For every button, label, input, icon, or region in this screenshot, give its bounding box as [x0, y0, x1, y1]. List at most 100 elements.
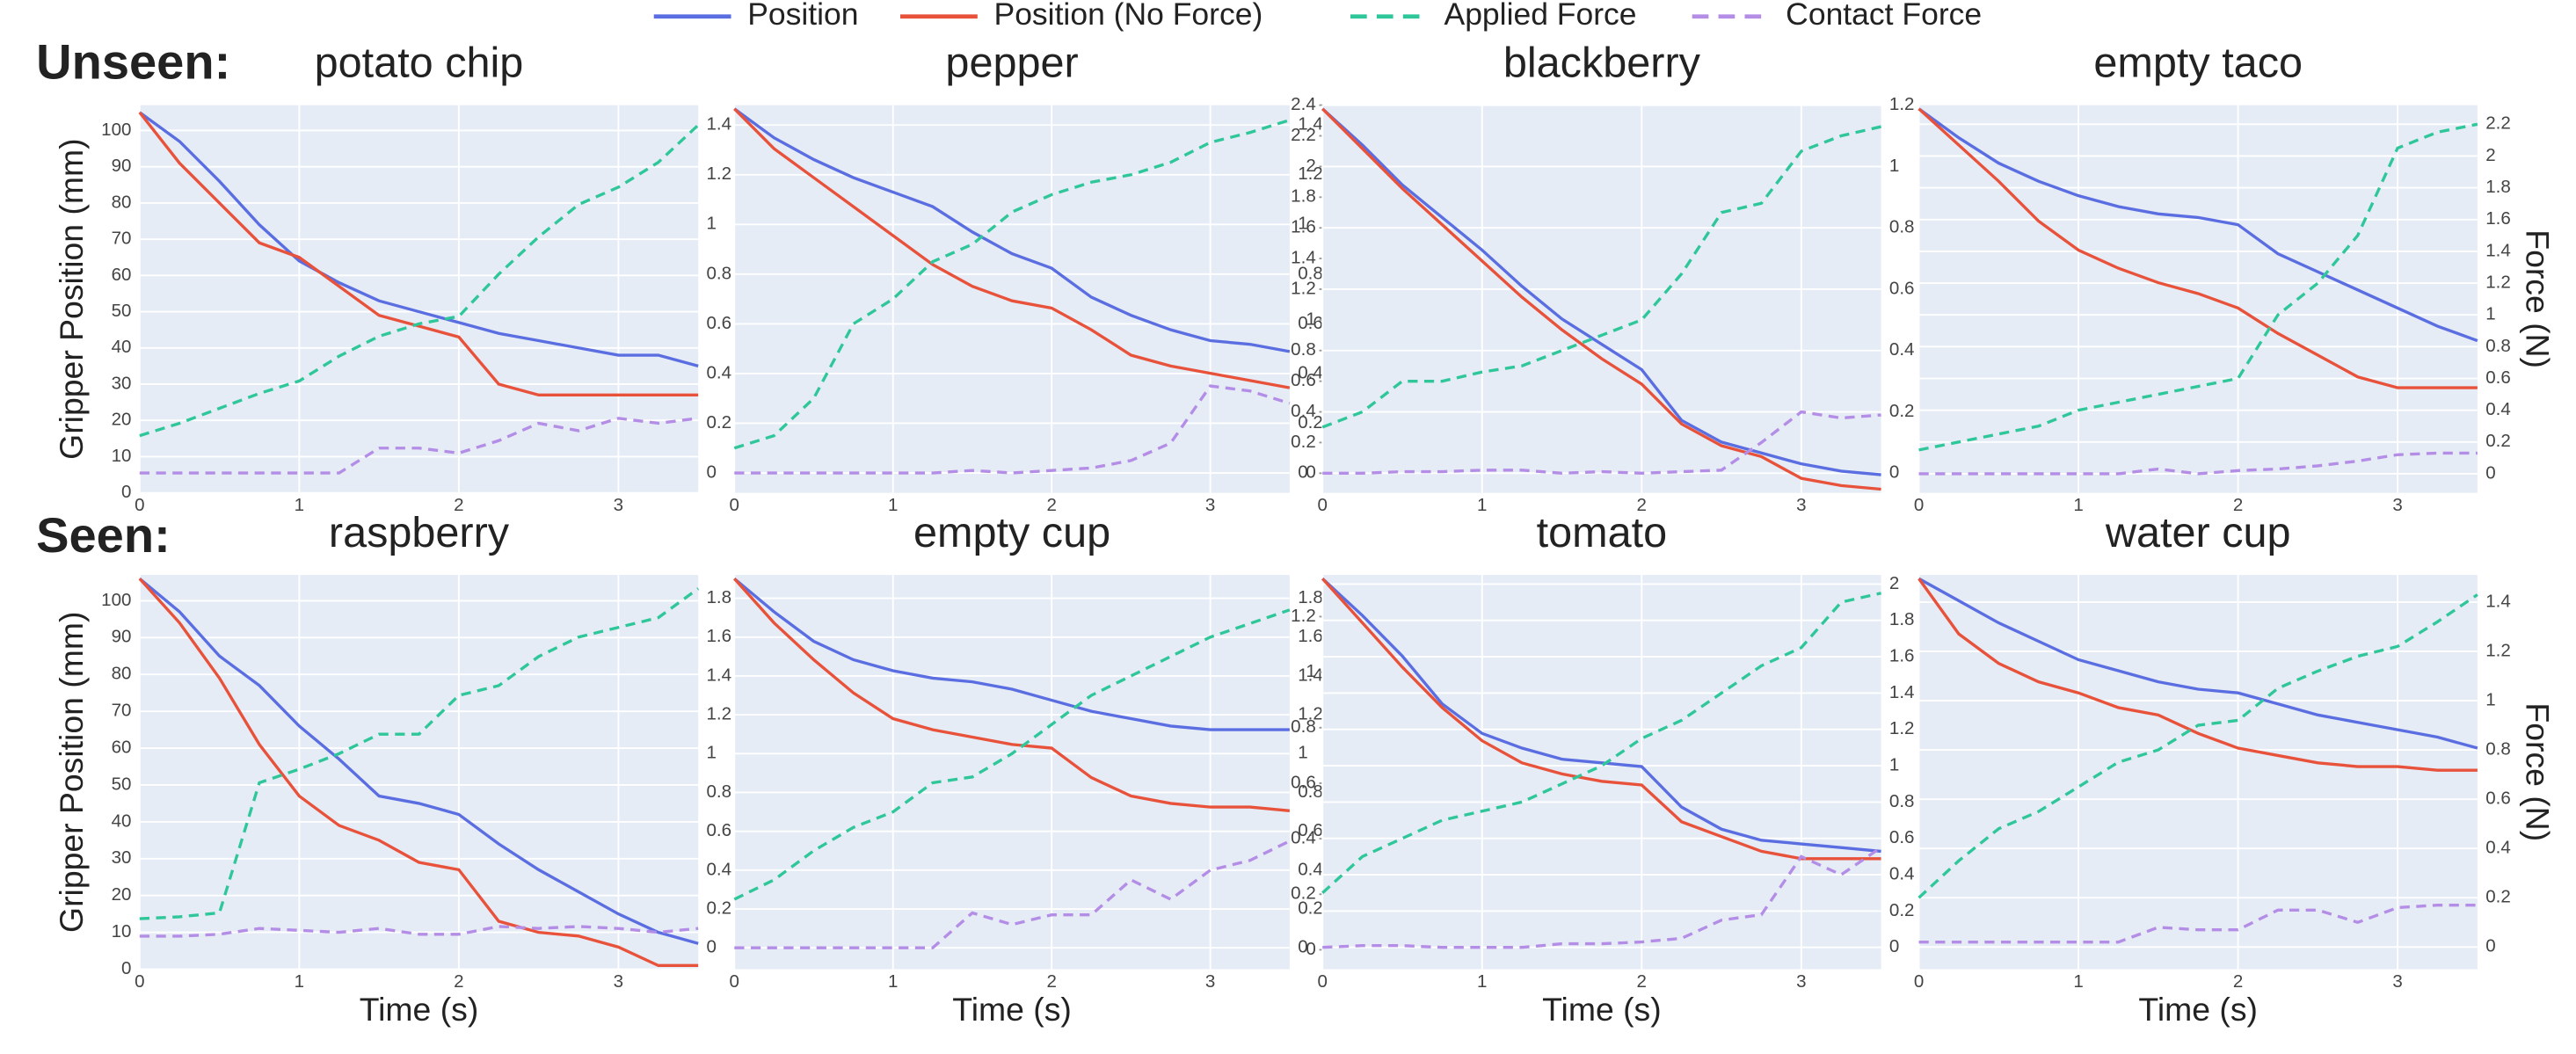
y2-tick-label: 1.4: [707, 114, 732, 134]
plot-area: [1918, 575, 2478, 970]
legend-label: Position (No Force): [994, 0, 1263, 32]
chart-title: empty cup: [913, 509, 1110, 556]
plot-area: [139, 575, 699, 970]
y2-tick-label: 0: [707, 937, 717, 957]
y-tick-label: 80: [112, 664, 132, 684]
y2-tick-label: 1.4: [707, 665, 732, 685]
series-line: [138, 111, 699, 397]
y-tick-label: 100: [101, 590, 131, 610]
chart-title: empty taco: [2093, 40, 2303, 87]
chart-title: blackberry: [1503, 40, 1701, 87]
y3-tick-label: 1.2: [1291, 606, 1316, 626]
series-line: [1322, 410, 1881, 475]
y3-tick-label: 1.4: [1291, 248, 1316, 268]
x-tick-label: 2: [2233, 495, 2243, 515]
plot-area: [139, 105, 699, 493]
x-tick-label: 3: [2392, 495, 2402, 515]
y2-tick-label: 1.6: [1298, 626, 1323, 646]
y2-tick-label: 0.8: [2485, 336, 2511, 356]
x-tick-label: 3: [1205, 495, 1215, 515]
y-tick-label: 20: [112, 884, 132, 905]
y2-tick-label: 0.4: [707, 362, 732, 382]
x-tick-label: 2: [1046, 495, 1056, 515]
y2-tick-label: 0: [2485, 462, 2495, 483]
series-line: [139, 417, 699, 475]
y2-tick-label: 0.4: [707, 859, 732, 879]
y2-tick-label: 2.2: [2485, 113, 2511, 134]
plot-area: [734, 575, 1290, 970]
y2-axis-label: Force (N): [2519, 229, 2556, 368]
y-tick-label: 30: [112, 847, 132, 868]
x-tick-label: 1: [888, 495, 898, 515]
y-tick-label: 90: [112, 627, 132, 647]
y3-tick-label: 0: [1306, 939, 1315, 959]
x-tick-label: 1: [1477, 495, 1487, 515]
y-tick-label: 10: [112, 446, 132, 466]
y3-tick-label: 0.8: [1291, 339, 1316, 360]
y2-tick-label: 0: [707, 462, 717, 482]
y2-tick-label: 0.8: [1298, 263, 1323, 283]
y2-tick-label: 0.4: [1889, 339, 1915, 360]
x-tick-label: 0: [730, 495, 739, 515]
y2-tick-label: 0: [1298, 937, 1307, 957]
y-tick-label: 70: [112, 229, 132, 249]
y3-tick-label: 1.6: [1291, 217, 1316, 237]
y2-tick-label: 1.2: [2485, 640, 2511, 660]
y3-tick-label: 1: [1306, 309, 1315, 329]
y2-tick-label: 1: [1298, 214, 1307, 234]
chart-title: raspberry: [329, 509, 510, 556]
chart-title: potato chip: [315, 40, 524, 87]
y2-tick-label: 0.6: [2485, 789, 2511, 809]
series-line: [1321, 125, 1881, 429]
y2-tick-label: 1: [1298, 743, 1307, 763]
x-tick-label: 0: [135, 971, 144, 992]
y2-tick-label: 1.2: [1298, 704, 1323, 724]
row-label: Unseen:: [36, 34, 230, 90]
x-tick-label: 2: [1046, 971, 1056, 992]
y2-tick-label: 0.6: [707, 313, 732, 333]
y2-tick-label: 1.6: [2485, 208, 2511, 229]
series-line: [733, 608, 1291, 901]
y2-tick-label: 0.6: [2485, 367, 2511, 388]
x-tick-label: 0: [730, 971, 739, 992]
series-line: [138, 111, 699, 367]
chart-title: water cup: [2105, 509, 2291, 556]
y2-tick-label: 1.4: [1298, 114, 1323, 134]
y2-tick-label: 1: [1889, 754, 1899, 774]
x-tick-label: 2: [454, 495, 463, 515]
y-axis-label: Gripper Position (mm): [53, 138, 90, 459]
y-axis-label: Gripper Position (mm): [53, 612, 90, 933]
y2-tick-label: 0: [1889, 936, 1899, 956]
y2-tick-label: 0.6: [707, 820, 732, 840]
y2-tick-label: 0: [1298, 462, 1307, 482]
y2-tick-label: 0.2: [2485, 431, 2511, 451]
y2-tick-label: 1.2: [1298, 164, 1323, 184]
x-tick-label: 3: [1796, 971, 1806, 992]
series-line: [1917, 107, 2478, 389]
y-tick-label: 90: [112, 156, 132, 176]
series-line: [139, 925, 699, 938]
y2-tick-label: 0.8: [1298, 781, 1323, 802]
x-axis-label: Time (s): [952, 991, 1072, 1028]
y-tick-label: 10: [112, 921, 132, 941]
y3-tick-label: 2: [1306, 156, 1315, 176]
y-tick-label: 80: [112, 192, 132, 212]
x-tick-label: 0: [1914, 971, 1924, 992]
x-tick-label: 2: [2233, 971, 2243, 992]
y-tick-label: 70: [112, 701, 132, 721]
y2-tick-label: 1.6: [707, 626, 732, 646]
series-line: [1917, 593, 2478, 899]
y3-tick-label: 0: [1306, 462, 1315, 483]
x-tick-label: 1: [888, 971, 898, 992]
y2-tick-label: 1.8: [1889, 609, 1915, 629]
y2-tick-label: 0.2: [1889, 401, 1915, 421]
y-tick-label: 60: [112, 737, 132, 757]
series-line: [1321, 107, 1881, 491]
y3-tick-label: 0.8: [1291, 716, 1316, 737]
x-tick-label: 3: [614, 971, 623, 992]
y3-tick-label: 0.2: [1291, 883, 1316, 904]
y2-tick-label: 1.4: [2485, 240, 2511, 260]
plot-area: [1322, 105, 1881, 493]
y-tick-label: 40: [112, 810, 132, 831]
y3-tick-label: 0.4: [1291, 828, 1316, 848]
